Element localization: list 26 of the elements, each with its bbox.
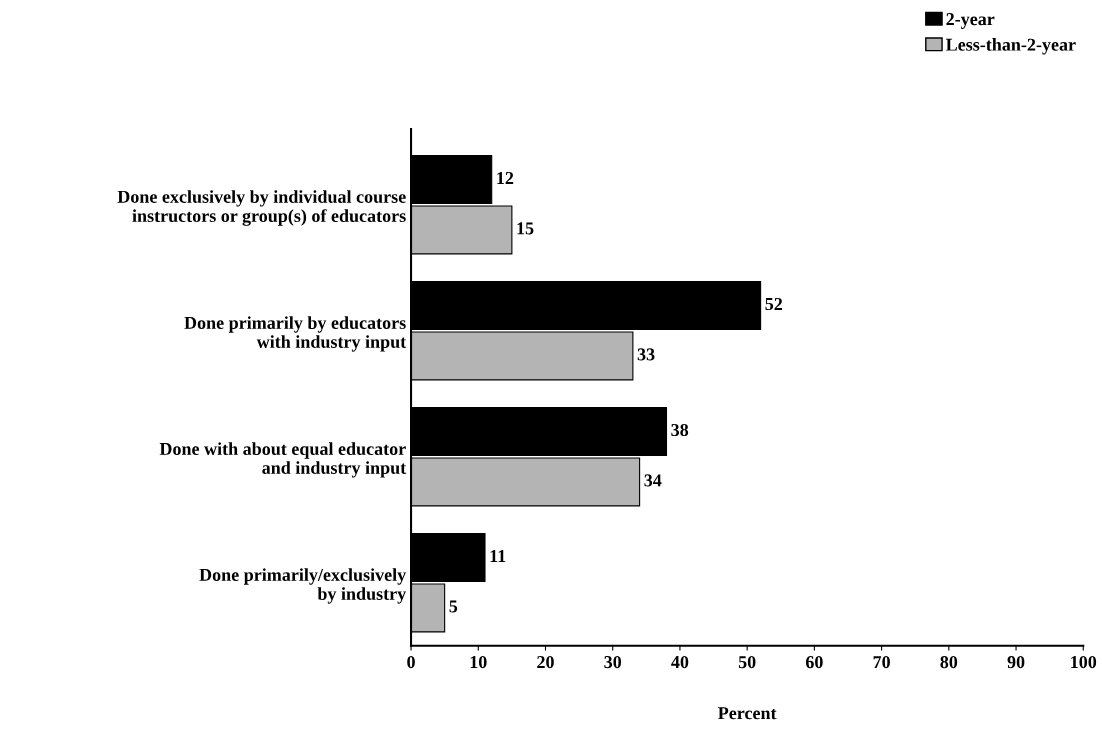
x-tick-label: 20 [537,655,554,669]
data-label: 38 [671,423,689,437]
legend-label: 2-year [946,13,995,29]
x-tick-label: 0 [407,655,415,669]
x-axis-title: Percent [718,707,777,720]
x-tick-label: 50 [738,655,756,669]
y-tick-label: Done primarily by educators with industry input [184,316,407,352]
legend-label: Less-than-2-year [945,38,1076,55]
x-tick-label: 40 [671,655,689,669]
data-label: 33 [637,348,655,361]
data-label: 12 [497,171,514,184]
data-label: 34 [644,474,662,487]
data-label: 15 [517,222,534,235]
y-tick-label: Done primarily/exclusively by industry [199,568,407,604]
x-tick-label: 30 [604,655,622,669]
x-tick-label: 10 [470,655,487,669]
y-tick-label: Done with about equal educator and industry input [159,442,407,478]
x-tick-label: 90 [1007,655,1025,669]
y-tick-label: Done exclusively by individual course instructors or group(s) of educators [117,190,406,226]
data-label: 11 [490,549,506,562]
x-tick-label: 70 [873,655,890,669]
x-tick-label: 60 [805,655,823,669]
data-label: 52 [765,297,783,311]
x-tick-label: 100 [1071,655,1097,669]
data-label: 5 [449,600,458,613]
x-tick-label: 80 [940,655,958,669]
